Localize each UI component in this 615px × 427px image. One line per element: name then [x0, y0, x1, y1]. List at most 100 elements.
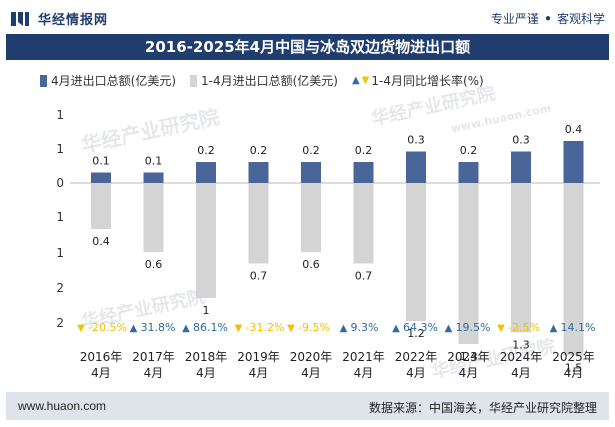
- x-tick-label-year: 2025年: [552, 350, 595, 364]
- growth-rate-label: 86.1%: [193, 321, 228, 334]
- legend-up-triangle-icon: ▲: [351, 75, 360, 86]
- bar-ytd: [248, 183, 269, 264]
- footer: www.huaon.com 数据来源：中国海关，华经产业研究院整理: [6, 392, 609, 420]
- legend-label-april: 4月进出口总额(亿美元): [51, 74, 176, 88]
- y-tick-label: 1: [56, 142, 64, 156]
- x-tick-label-month: 4月: [301, 366, 321, 380]
- x-tick-label-year: 2022年: [395, 350, 438, 364]
- data-label-ytd: 0.4: [92, 235, 110, 248]
- growth-up-triangle-icon: ▲: [130, 323, 138, 334]
- legend-label-ytd: 1-4月进出口总额(亿美元): [201, 74, 338, 88]
- growth-rate-label: -9.5%: [298, 321, 330, 334]
- bar-april: [248, 162, 269, 183]
- x-tick-label-year: 2017年: [132, 350, 175, 364]
- growth-down-triangle-icon: ▼: [77, 323, 85, 334]
- chart-legend: 4月进出口总额(亿美元) 1-4月进出口总额(亿美元) ▲ ▼ 1-4月同比增长…: [40, 72, 498, 89]
- bar-ytd: [406, 183, 426, 321]
- data-label-april: 0.4: [565, 123, 583, 136]
- growth-up-triangle-icon: ▲: [445, 323, 453, 334]
- data-label-ytd: 0.7: [355, 270, 373, 283]
- x-tick-label-month: 4月: [91, 366, 111, 380]
- bar-ytd: [458, 183, 479, 344]
- growth-up-triangle-icon: ▲: [182, 323, 190, 334]
- bar-ytd: [353, 183, 374, 264]
- bar-april: [511, 151, 531, 183]
- bar-ytd: [196, 183, 216, 298]
- x-tick-label-month: 4月: [144, 366, 164, 380]
- x-tick-label-month: 4月: [406, 366, 426, 380]
- y-tick-label: 0: [56, 176, 64, 190]
- legend-item-april: 4月进出口总额(亿美元): [40, 72, 176, 89]
- bar-ytd: [91, 183, 111, 229]
- growth-down-triangle-icon: ▼: [287, 323, 295, 334]
- x-tick-label-year: 2019年: [237, 350, 280, 364]
- bar-ytd: [143, 183, 164, 252]
- data-label-april: 0.1: [145, 155, 163, 168]
- data-label-ytd: 1.4: [460, 350, 478, 363]
- bar-ytd: [511, 183, 531, 333]
- data-label-april: 0.2: [197, 144, 215, 157]
- bar-ytd: [563, 183, 584, 356]
- footer-source: 数据来源：中国海关，华经产业研究院整理: [368, 401, 597, 415]
- data-label-april: 0.3: [512, 134, 530, 147]
- y-tick-label: 2: [56, 316, 64, 330]
- data-label-ytd: 0.6: [145, 258, 163, 271]
- bar-april: [91, 172, 111, 183]
- y-tick-label: 1: [56, 210, 64, 224]
- bar-april: [143, 172, 164, 183]
- x-tick-label-year: 2021年: [342, 350, 385, 364]
- growth-down-triangle-icon: ▼: [235, 323, 243, 334]
- growth-down-triangle-icon: ▼: [497, 323, 505, 334]
- data-label-april: 0.2: [302, 144, 320, 157]
- x-tick-label-month: 4月: [249, 366, 269, 380]
- growth-rate-label: 9.3%: [351, 321, 379, 334]
- data-label-april: 0.2: [460, 144, 478, 157]
- growth-rate-label: 14.1%: [561, 321, 596, 334]
- legend-label-growth: 1-4月同比增长率(%): [371, 74, 484, 88]
- x-tick-label-year: 2016年: [80, 350, 123, 364]
- slogan: 专业严谨 ● 客观科学: [491, 10, 605, 27]
- growth-up-triangle-icon: ▲: [340, 323, 348, 334]
- growth-rate-label: 31.8%: [141, 321, 176, 334]
- top-bar: 华经情报网 专业严谨 ● 客观科学: [0, 0, 615, 34]
- logo-text: 华经情报网: [38, 12, 109, 27]
- growth-rate-label: -20.5%: [88, 321, 127, 334]
- brand-logo[interactable]: 华经情报网: [10, 9, 108, 28]
- legend-swatch-april: [40, 74, 47, 87]
- bar-ytd: [301, 183, 321, 252]
- x-tick-label-year: 2023年: [447, 350, 490, 364]
- growth-up-triangle-icon: ▲: [550, 323, 558, 334]
- data-label-ytd: 1.3: [512, 339, 530, 352]
- data-label-ytd: 0.7: [250, 270, 268, 283]
- data-label-april: 0.1: [92, 155, 110, 168]
- x-tick-label-month: 4月: [354, 366, 374, 380]
- legend-item-growth: ▲ ▼ 1-4月同比增长率(%): [352, 72, 484, 89]
- bar-april: [406, 151, 426, 183]
- x-tick-label-month: 4月: [459, 366, 479, 380]
- x-tick-label-month: 4月: [196, 366, 216, 380]
- data-label-ytd: 0.6: [302, 258, 320, 271]
- legend-swatch-ytd: [190, 74, 197, 87]
- data-label-april: 0.2: [355, 144, 373, 157]
- slogan-dot-icon: ●: [544, 13, 551, 24]
- footer-url[interactable]: www.huaon.com: [18, 399, 107, 413]
- bar-april: [301, 162, 321, 183]
- x-tick-label-year: 2020年: [290, 350, 333, 364]
- x-tick-label-year: 2018年: [185, 350, 228, 364]
- data-label-ytd: 1.2: [407, 327, 425, 340]
- data-label-april: 0.3: [407, 134, 425, 147]
- x-tick-label-month: 4月: [511, 366, 531, 380]
- chart-title: 2016-2025年4月中国与冰岛双边货物进出口额: [6, 34, 609, 60]
- growth-rate-label: -2.5%: [508, 321, 540, 334]
- legend-down-triangle-icon: ▼: [361, 75, 370, 86]
- y-tick-label: 1: [56, 108, 64, 122]
- bar-april: [563, 141, 584, 183]
- bar-april: [458, 162, 479, 183]
- data-label-ytd: 1.5: [565, 362, 583, 375]
- slogan-left: 专业严谨: [490, 12, 539, 26]
- legend-item-ytd: 1-4月进出口总额(亿美元): [190, 72, 338, 89]
- y-tick-label: 2: [56, 281, 64, 295]
- slogan-right: 客观科学: [556, 12, 605, 26]
- bar-april: [353, 162, 374, 183]
